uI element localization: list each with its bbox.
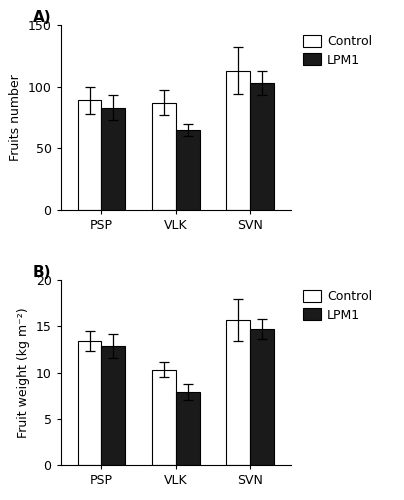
- Bar: [226, 320, 250, 465]
- Bar: [176, 392, 200, 465]
- Y-axis label: Fruit weight (kg m⁻²): Fruit weight (kg m⁻²): [17, 308, 30, 438]
- Bar: [78, 341, 101, 465]
- Bar: [250, 83, 274, 210]
- Text: B): B): [33, 266, 51, 280]
- Bar: [152, 370, 176, 465]
- Bar: [78, 100, 101, 210]
- Bar: [226, 70, 250, 210]
- Legend: Control, LPM1: Control, LPM1: [299, 286, 376, 326]
- Bar: [250, 329, 274, 465]
- Text: A): A): [33, 10, 52, 25]
- Bar: [152, 102, 176, 210]
- Bar: [101, 108, 125, 210]
- Y-axis label: Fruits number: Fruits number: [9, 74, 22, 161]
- Bar: [101, 346, 125, 465]
- Bar: [176, 130, 200, 210]
- Legend: Control, LPM1: Control, LPM1: [299, 31, 376, 70]
